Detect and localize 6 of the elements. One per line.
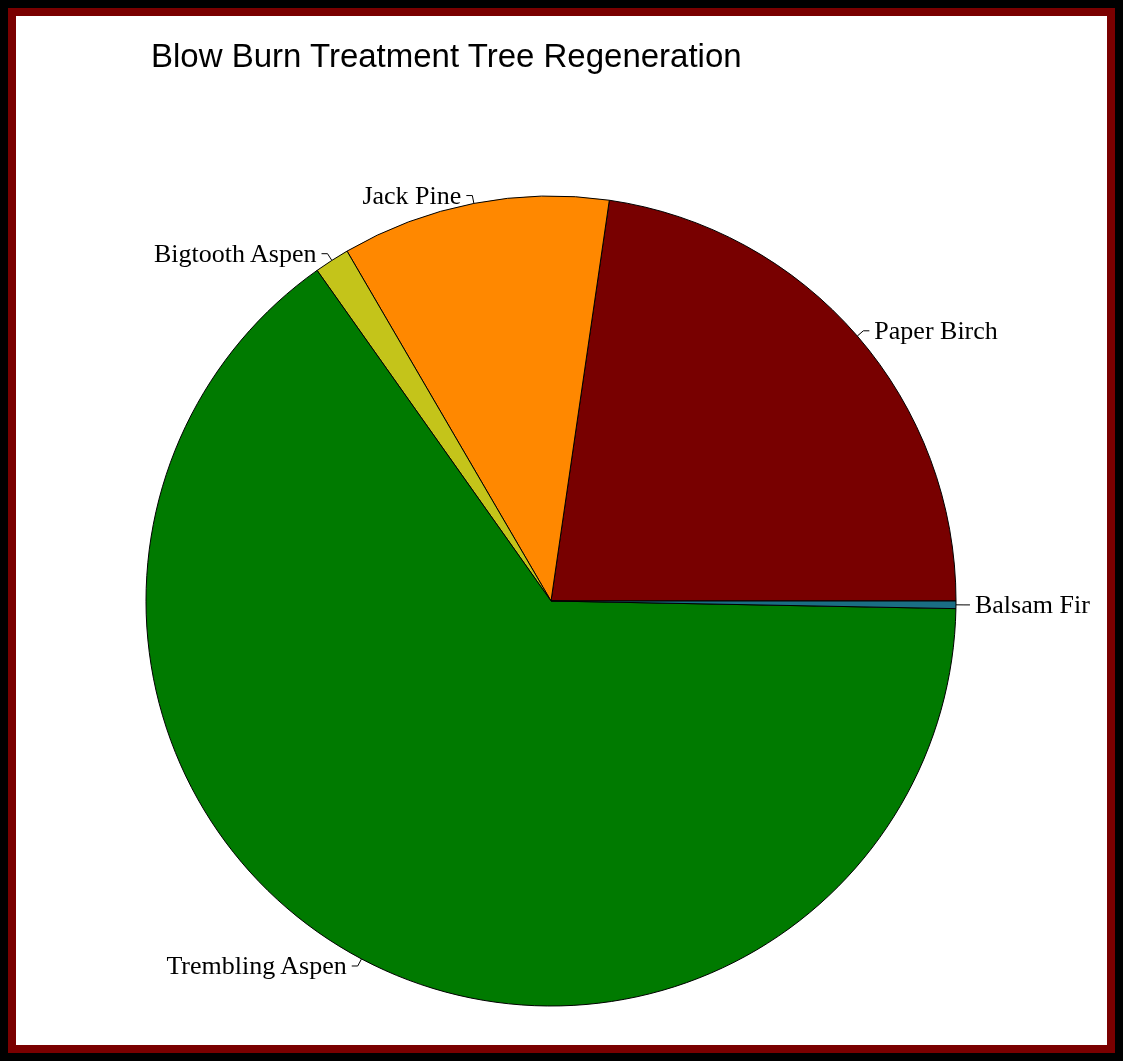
slice-label: Trembling Aspen [166,951,347,981]
slice-label: Bigtooth Aspen [154,239,317,269]
chart-title: Blow Burn Treatment Tree Regeneration [151,37,742,74]
slice-label: Paper Birch [874,316,998,346]
slice-label: Jack Pine [362,181,462,211]
slice-label: Balsam Fir [974,590,1091,620]
